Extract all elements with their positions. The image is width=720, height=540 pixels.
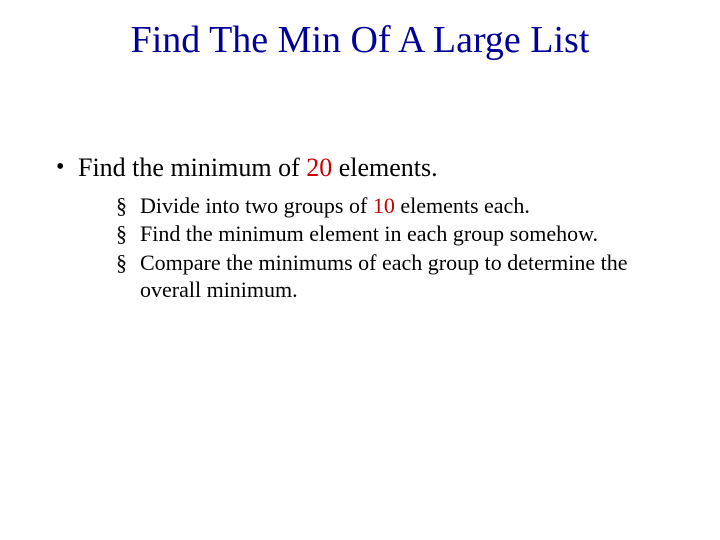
sub-text-pre: Divide into two groups of	[140, 193, 373, 218]
sub-list: Divide into two groups of 10 elements ea…	[116, 193, 668, 304]
sub-text-post: elements each.	[395, 193, 530, 218]
sub-bullet: Divide into two groups of 10 elements ea…	[116, 193, 668, 220]
main-highlight: 20	[306, 153, 332, 182]
slide-title: Find The Min Of A Large List	[40, 18, 680, 62]
sub-text-pre: Compare the minimums of each group to de…	[140, 250, 628, 302]
main-bullet: Find the minimum of 20 elements. Divide …	[52, 152, 668, 304]
sub-text-pre: Find the minimum element in each group s…	[140, 221, 598, 246]
main-text-post: elements.	[332, 153, 437, 182]
sub-bullet: Compare the minimums of each group to de…	[116, 250, 668, 304]
main-list: Find the minimum of 20 elements. Divide …	[52, 152, 668, 304]
slide: Find The Min Of A Large List Find the mi…	[0, 0, 720, 540]
sub-bullet: Find the minimum element in each group s…	[116, 221, 668, 248]
sub-highlight: 10	[373, 193, 395, 218]
main-text-pre: Find the minimum of	[78, 153, 306, 182]
